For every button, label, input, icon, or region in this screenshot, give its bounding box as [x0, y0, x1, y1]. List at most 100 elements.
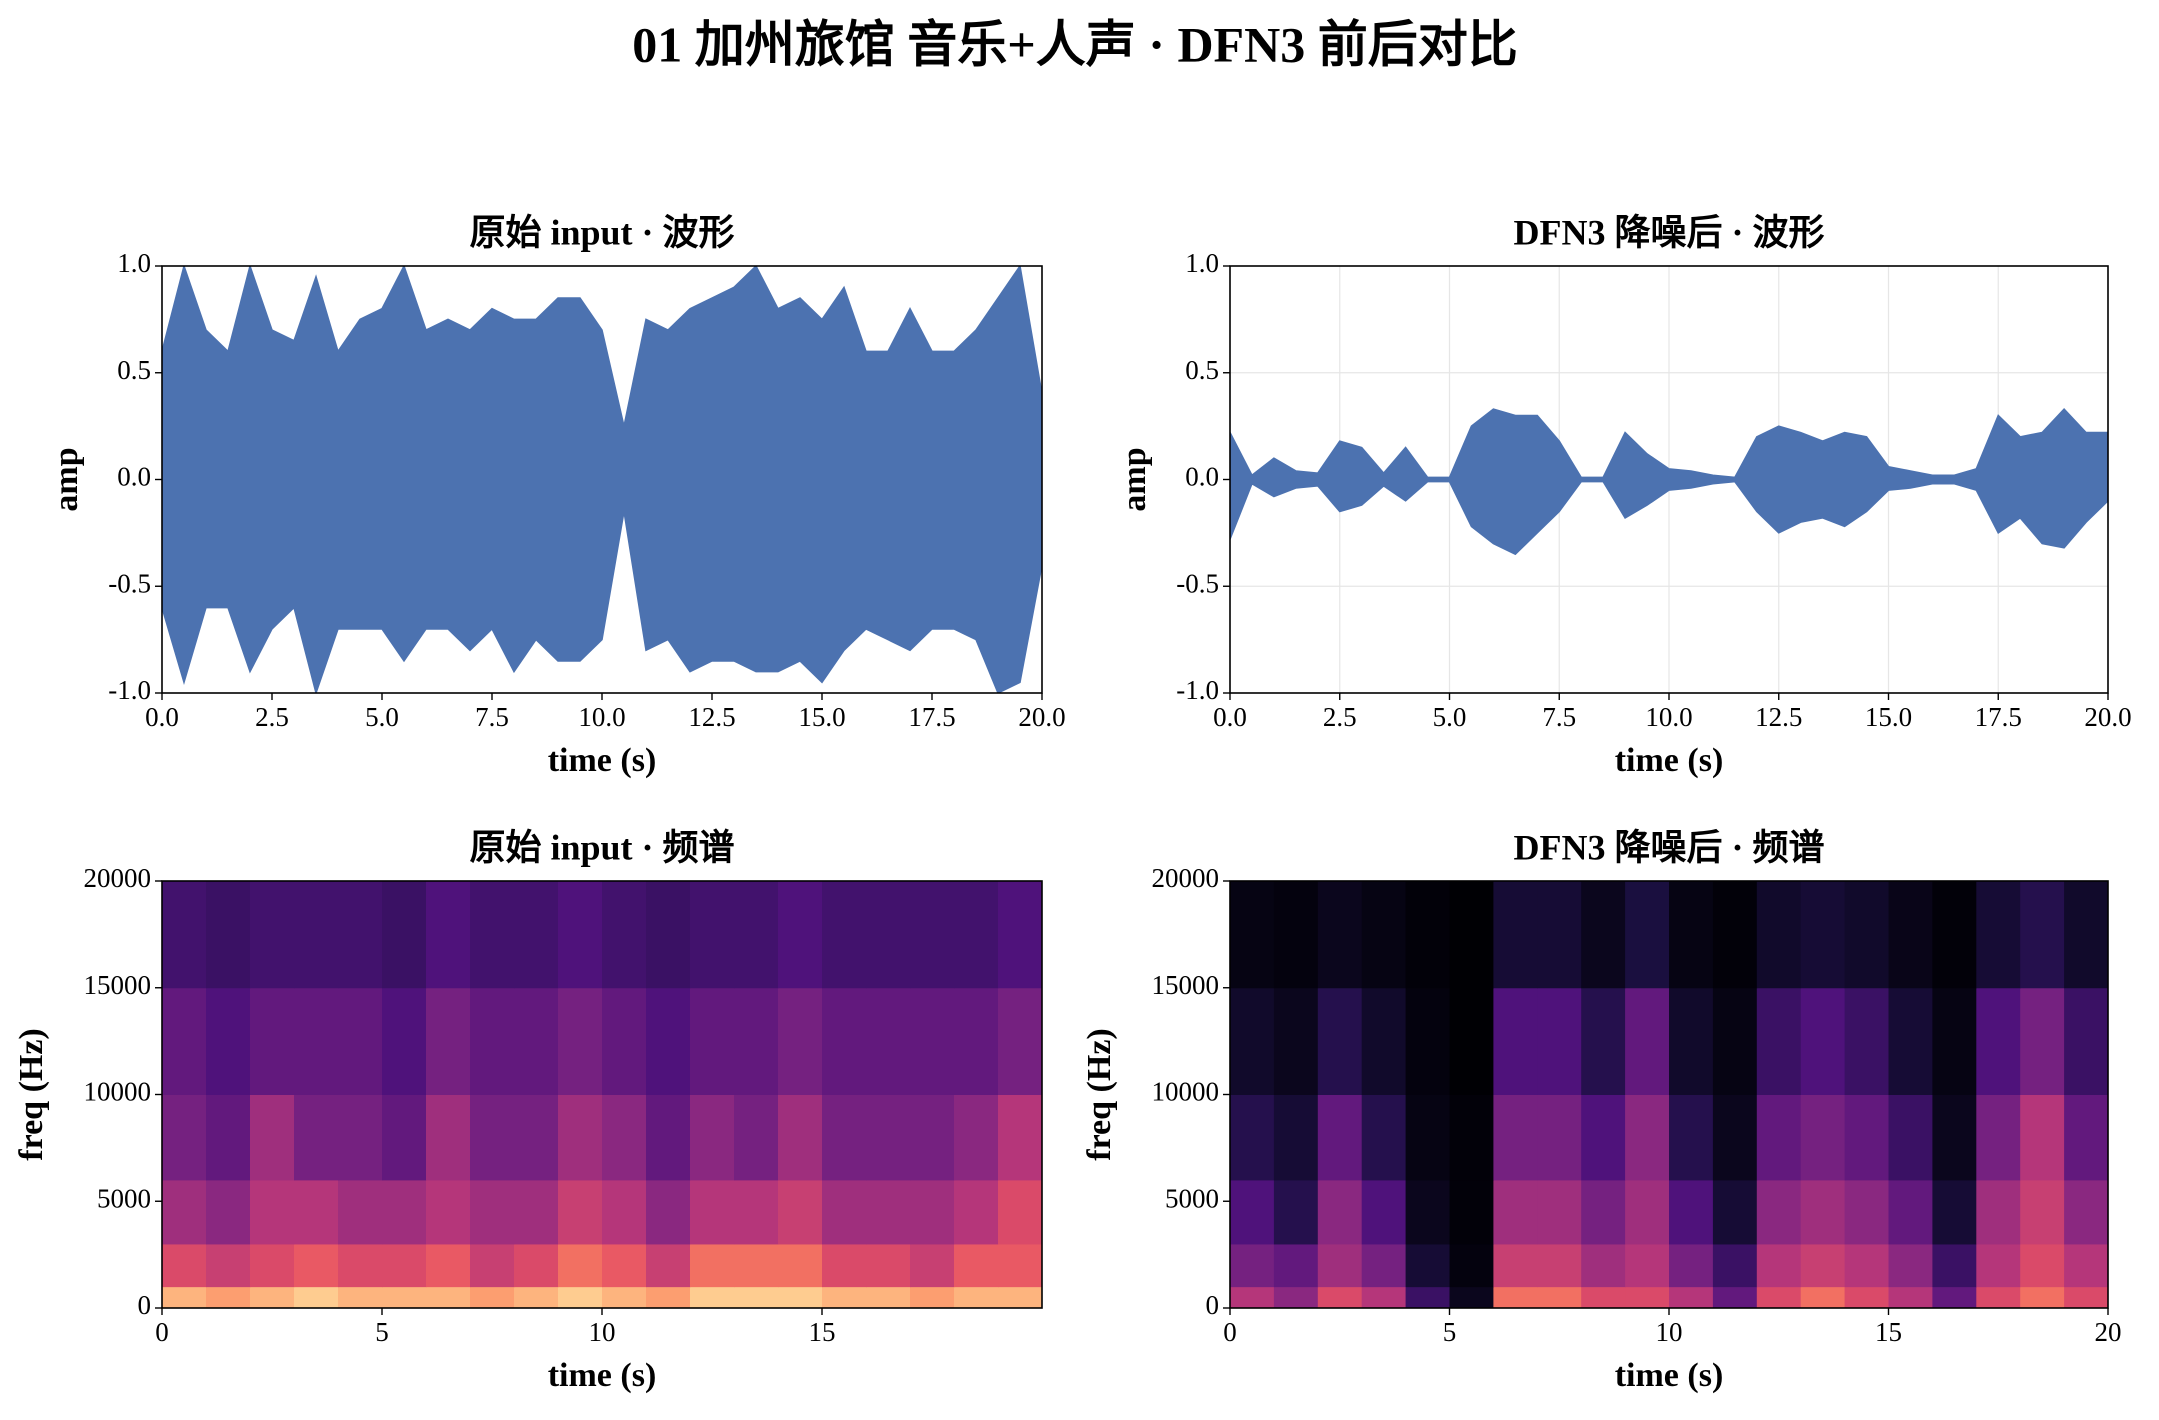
y-tick-label: 0: [1206, 1290, 1220, 1320]
spectrogram-cell: [1976, 1094, 2021, 1181]
waveform-lower: [162, 478, 1042, 693]
spectrogram-cell: [250, 1094, 295, 1181]
spectrogram-cell: [1888, 881, 1933, 989]
spectrogram-cell: [1493, 1179, 1538, 1245]
x-tick-label: 12.5: [688, 702, 735, 732]
spectrogram-cell: [910, 881, 955, 989]
spectrogram-cell: [602, 881, 647, 989]
spectrogram-cell: [382, 881, 427, 989]
spectrogram-cell: [426, 987, 471, 1095]
subplot-title: 原始 input · 波形: [469, 212, 734, 252]
spectrogram-cell: [206, 1286, 251, 1308]
spectrogram-cell: [1273, 987, 1319, 1095]
spectrogram-cell: [250, 1179, 295, 1245]
spectrogram-cell: [1712, 1179, 1758, 1245]
spectrogram-cell: [1888, 1094, 1933, 1181]
x-tick-label: 7.5: [1542, 702, 1576, 732]
spectrogram-cell: [250, 1286, 295, 1308]
spectrogram-cell: [382, 987, 427, 1095]
spectrogram-cell: [470, 1094, 515, 1181]
spectrogram-cell: [250, 1243, 295, 1288]
spectrogram-cell: [646, 1094, 691, 1181]
spectrogram-cell: [1405, 987, 1450, 1095]
x-tick-label: 0: [1223, 1317, 1237, 1347]
spectrogram-cell: [514, 987, 559, 1095]
spectrogram-cell: [2020, 1243, 2065, 1288]
spectrogram-cell: [558, 1286, 603, 1308]
y-axis-label: freq (Hz): [13, 1028, 50, 1160]
spectrogram-cell: [1493, 881, 1538, 989]
subplot-title: 原始 input · 频谱: [469, 827, 734, 867]
spectrogram-cell: [1669, 1179, 1714, 1245]
spectrogram-cell: [1361, 1286, 1407, 1308]
spectrogram-cell: [866, 1094, 911, 1181]
spectrogram-cell: [1317, 1094, 1363, 1181]
spectrogram-cell: [1669, 987, 1714, 1095]
y-tick-label: 10000: [84, 1077, 152, 1107]
spectrogram-cell: [1800, 881, 1846, 989]
spectrogram-cell: [1493, 1286, 1538, 1308]
spectrogram-cell: [470, 881, 515, 989]
spectrogram-cell: [162, 881, 207, 989]
spectrogram-cell: [1625, 1286, 1670, 1308]
x-axis-label: time (s): [548, 742, 657, 779]
spectrogram-cell: [1405, 1179, 1450, 1245]
spectrogram-cell: [602, 1094, 647, 1181]
spectrogram-cell: [822, 881, 867, 989]
x-tick-label: 15.0: [1865, 702, 1912, 732]
spectrogram-cell: [1581, 1179, 1626, 1245]
spectrogram-cell: [910, 1179, 955, 1245]
spectrogram-cell: [514, 1243, 559, 1288]
spectrogram-cell: [1844, 1286, 1889, 1308]
spectrogram-cell: [1756, 1286, 1802, 1308]
spectrogram-cell: [1537, 1286, 1582, 1308]
spectrogram-cell: [1317, 987, 1363, 1095]
spectrogram-cell: [1361, 1243, 1407, 1288]
spectrogram-cell: [646, 881, 691, 989]
spectrogram-cell: [1581, 987, 1626, 1095]
spectrogram-cell: [778, 1179, 823, 1245]
spectrogram-cell: [1230, 1094, 1275, 1181]
figure-title: 01 加州旅馆 音乐+人声 · DFN3 前后对比: [632, 16, 1517, 72]
spectrogram-cell: [1625, 881, 1670, 989]
spectrogram-cell: [954, 987, 999, 1095]
spectrogram-cell: [1361, 881, 1407, 989]
spectrogram-cell: [1230, 1179, 1275, 1245]
spectrogram-cell: [382, 1243, 427, 1288]
spectrogram-cell: [1888, 1286, 1933, 1308]
spectrogram-cell: [1932, 1094, 1977, 1181]
x-tick-label: 10: [1656, 1317, 1683, 1347]
x-tick-label: 12.5: [1755, 702, 1802, 732]
y-tick-label: 20000: [84, 863, 152, 893]
y-tick-label: 5000: [1165, 1183, 1219, 1213]
spectrogram-cell: [1273, 1243, 1319, 1288]
spectrogram-cell: [514, 881, 559, 989]
spectrogram-cell: [294, 1179, 339, 1245]
spectrogram-cell: [1756, 1094, 1802, 1181]
spectrogram-cell: [206, 1243, 251, 1288]
spectrogram-cell: [1844, 1179, 1889, 1245]
spectrogram-cell: [338, 881, 383, 989]
spectrogram-cell: [822, 1286, 867, 1308]
spectrogram-cell: [558, 1179, 603, 1245]
plot-area: [1230, 266, 2108, 693]
spectrogram-cell: [162, 1243, 207, 1288]
x-tick-label: 15: [809, 1317, 836, 1347]
spectrogram-cell: [646, 1179, 691, 1245]
spectrogram-cell: [514, 1179, 559, 1245]
spectrogram-cell: [1230, 1286, 1275, 1308]
x-tick-label: 10: [589, 1317, 616, 1347]
spectrogram-cell: [1537, 987, 1582, 1095]
spectrogram-cell: [558, 987, 603, 1095]
spectrogram-cell: [1844, 1094, 1889, 1181]
spectrogram-cell: [558, 881, 603, 989]
spectrogram-cell: [778, 881, 823, 989]
spectrogram-cell: [1976, 1286, 2021, 1308]
spectrogram-cell: [1625, 987, 1670, 1095]
spectrogram-cell: [1493, 1243, 1538, 1288]
y-tick-label: 5000: [97, 1183, 151, 1213]
spectrogram-cell: [1537, 1179, 1582, 1245]
spectrogram-cell: [1756, 987, 1802, 1095]
spectrogram-cell: [954, 1286, 999, 1308]
spectrogram-cell: [338, 1286, 383, 1308]
